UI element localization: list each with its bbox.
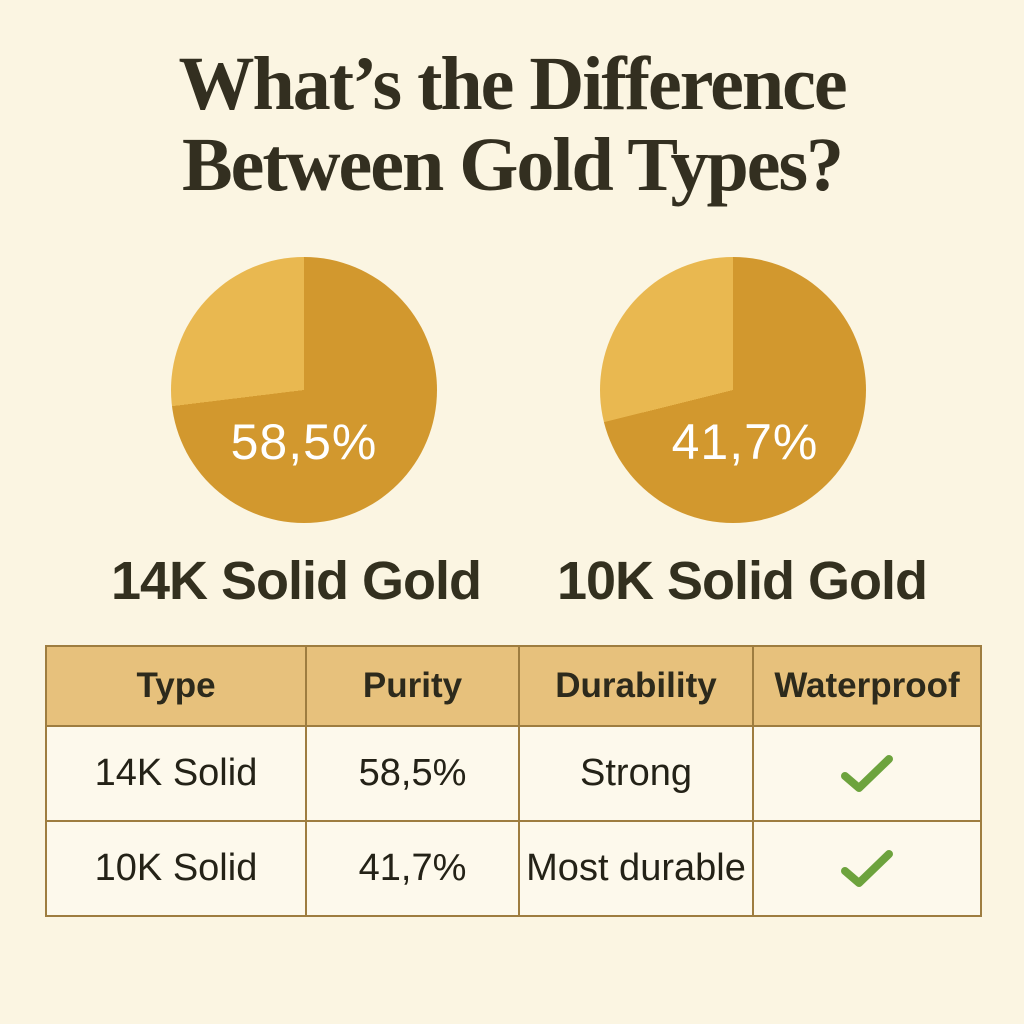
check-icon xyxy=(841,755,893,793)
cell-type-14k: 14K Solid xyxy=(45,725,307,822)
pie-value-label-10k: 41,7% xyxy=(671,414,819,470)
column-header-type: Type xyxy=(45,645,307,727)
column-header-waterproof: Waterproof xyxy=(752,645,982,727)
pie-caption-10k: 10K Solid Gold xyxy=(556,551,928,611)
table-row-10k: 10K Solid 41,7% Most durable xyxy=(45,820,982,917)
pie-value-label-14k: 58,5% xyxy=(230,414,378,470)
pie-caption-14k: 14K Solid Gold xyxy=(110,551,482,611)
pie-chart-14k-gold: 58,5% xyxy=(171,257,437,523)
page-title: What’s the Difference Between Gold Types? xyxy=(0,44,1024,205)
column-header-durability: Durability xyxy=(518,645,754,727)
cell-purity-10k: 41,7% xyxy=(305,820,520,917)
table-row-14k: 14K Solid 58,5% Strong xyxy=(45,725,982,822)
page-title-line2: Between Gold Types? xyxy=(181,122,844,207)
page-title-line1: What’s the Difference xyxy=(178,42,847,126)
cell-durability-14k: Strong xyxy=(518,725,754,822)
column-header-purity: Purity xyxy=(305,645,520,727)
pie-chart-10k-gold: 41,7% xyxy=(600,257,866,523)
comparison-table: Type Purity Durability Waterproof 14K So… xyxy=(45,645,982,917)
cell-purity-14k: 58,5% xyxy=(305,725,520,822)
cell-waterproof-10k xyxy=(752,820,982,917)
table-header-row: Type Purity Durability Waterproof xyxy=(45,645,982,727)
cell-durability-10k: Most durable xyxy=(518,820,754,917)
check-icon xyxy=(841,850,893,888)
cell-waterproof-14k xyxy=(752,725,982,822)
cell-type-10k: 10K Solid xyxy=(45,820,307,917)
